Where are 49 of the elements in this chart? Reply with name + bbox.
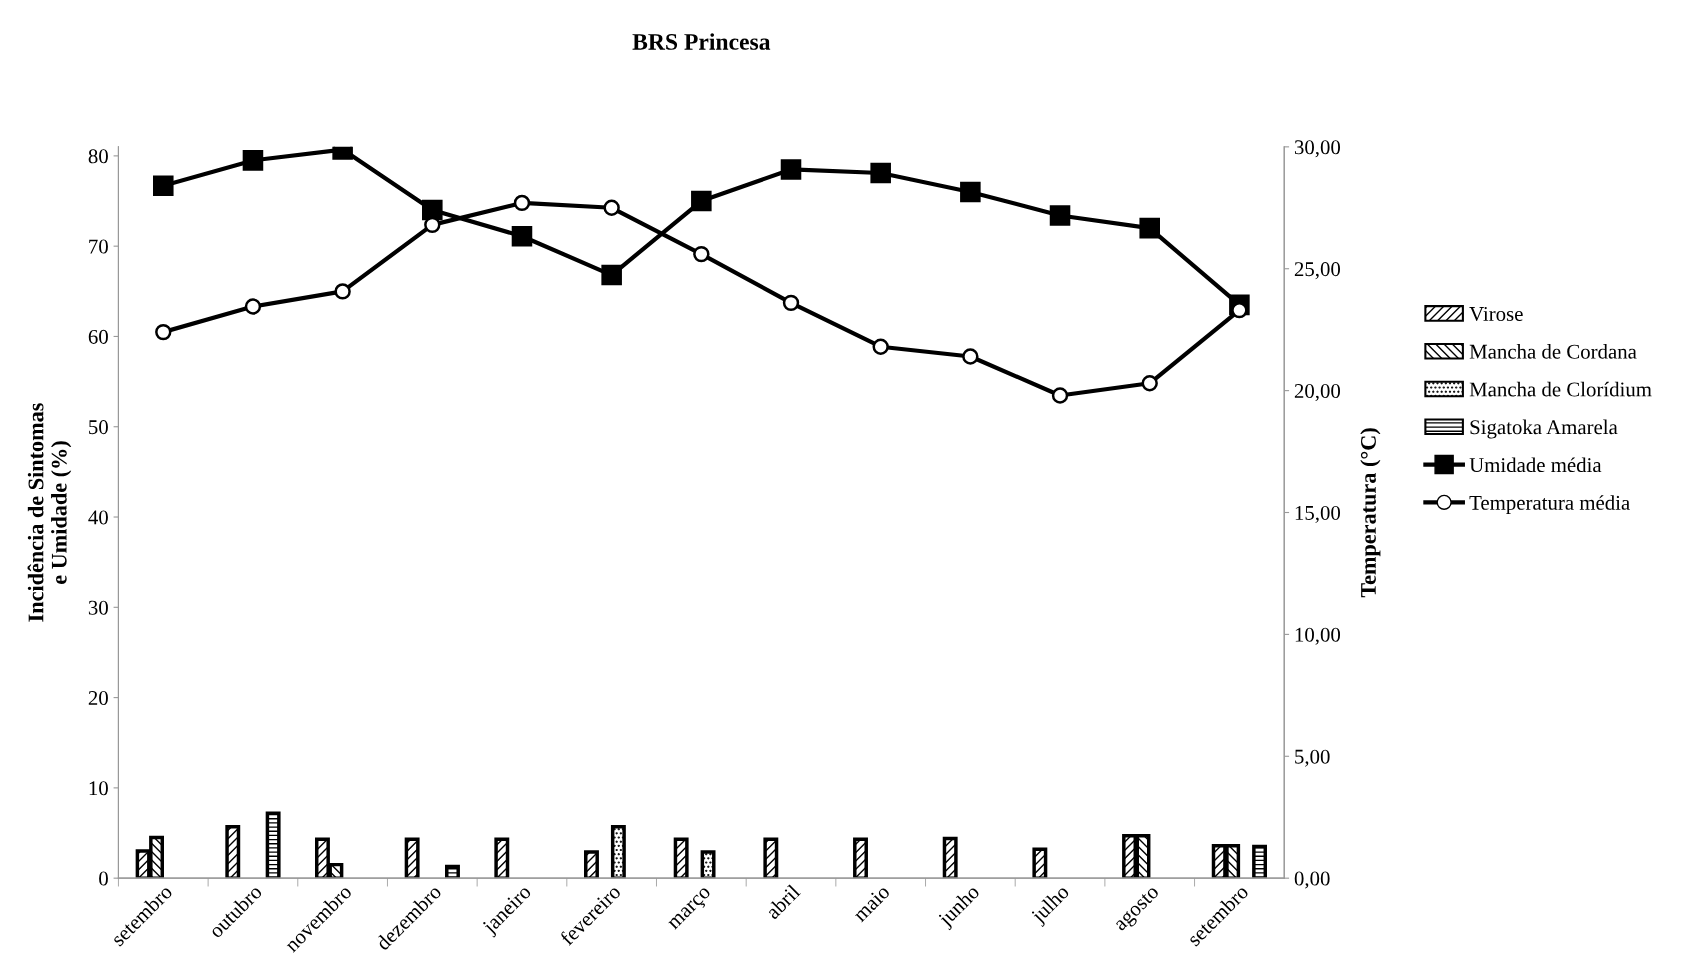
y-axis-title: Incidência de Sintomas e Umidade (%) bbox=[27, 403, 72, 622]
point bbox=[1139, 217, 1160, 239]
y-tick-label: 40 bbox=[88, 510, 108, 525]
point bbox=[244, 298, 262, 315]
y-tick-label: 30 bbox=[88, 600, 108, 615]
y-tick-label: 10 bbox=[89, 781, 108, 796]
point bbox=[422, 199, 443, 221]
point bbox=[603, 199, 620, 216]
y-tick-label: 20 bbox=[88, 690, 108, 706]
y2-tick-label: 0,00 bbox=[1294, 871, 1330, 889]
point bbox=[601, 264, 622, 286]
y2-tick-label: 5,00 bbox=[1295, 749, 1330, 767]
point bbox=[691, 190, 712, 212]
x-tick-label: abril bbox=[764, 883, 802, 920]
y-tick-label: 70 bbox=[89, 239, 108, 254]
legend-label: Virose bbox=[1469, 306, 1523, 322]
legend-label: Temperatura média bbox=[1469, 495, 1630, 515]
point bbox=[780, 159, 802, 180]
y-tick-label: 60 bbox=[88, 329, 108, 344]
point bbox=[513, 194, 531, 212]
point bbox=[870, 162, 891, 184]
legend-label: Mancha de Cordana bbox=[1469, 344, 1637, 359]
point bbox=[1141, 375, 1158, 392]
legend-label: Mancha de Clorídium bbox=[1469, 381, 1652, 397]
point bbox=[242, 150, 264, 171]
point bbox=[153, 175, 174, 196]
y2-tick-label: 30,00 bbox=[1294, 140, 1341, 158]
y2-tick-label: 15,00 bbox=[1295, 505, 1341, 523]
y2-axis-title: Temperatura (°C) bbox=[1360, 428, 1381, 598]
point bbox=[155, 323, 172, 341]
point bbox=[334, 283, 351, 300]
chart-title: BRS Princesa bbox=[632, 33, 771, 50]
legend-label: Umidade média bbox=[1469, 457, 1602, 473]
point bbox=[1051, 387, 1069, 404]
y2-tick-label: 10,00 bbox=[1295, 627, 1341, 645]
legend-label: Sigatoka Amarela bbox=[1470, 419, 1618, 439]
y-tick-label: 50 bbox=[89, 420, 108, 435]
y2-tick-label: 25,00 bbox=[1294, 262, 1341, 280]
point bbox=[962, 348, 979, 365]
point bbox=[511, 225, 533, 247]
y-tick-label: 0 bbox=[99, 871, 108, 886]
x-tick-label: maio bbox=[852, 884, 891, 923]
point bbox=[960, 181, 981, 203]
point bbox=[693, 245, 710, 263]
point bbox=[1049, 205, 1071, 226]
y2-tick-label: 20,00 bbox=[1294, 384, 1341, 402]
point bbox=[782, 294, 800, 312]
point bbox=[872, 338, 889, 355]
y-tick-label: 80 bbox=[88, 149, 108, 164]
